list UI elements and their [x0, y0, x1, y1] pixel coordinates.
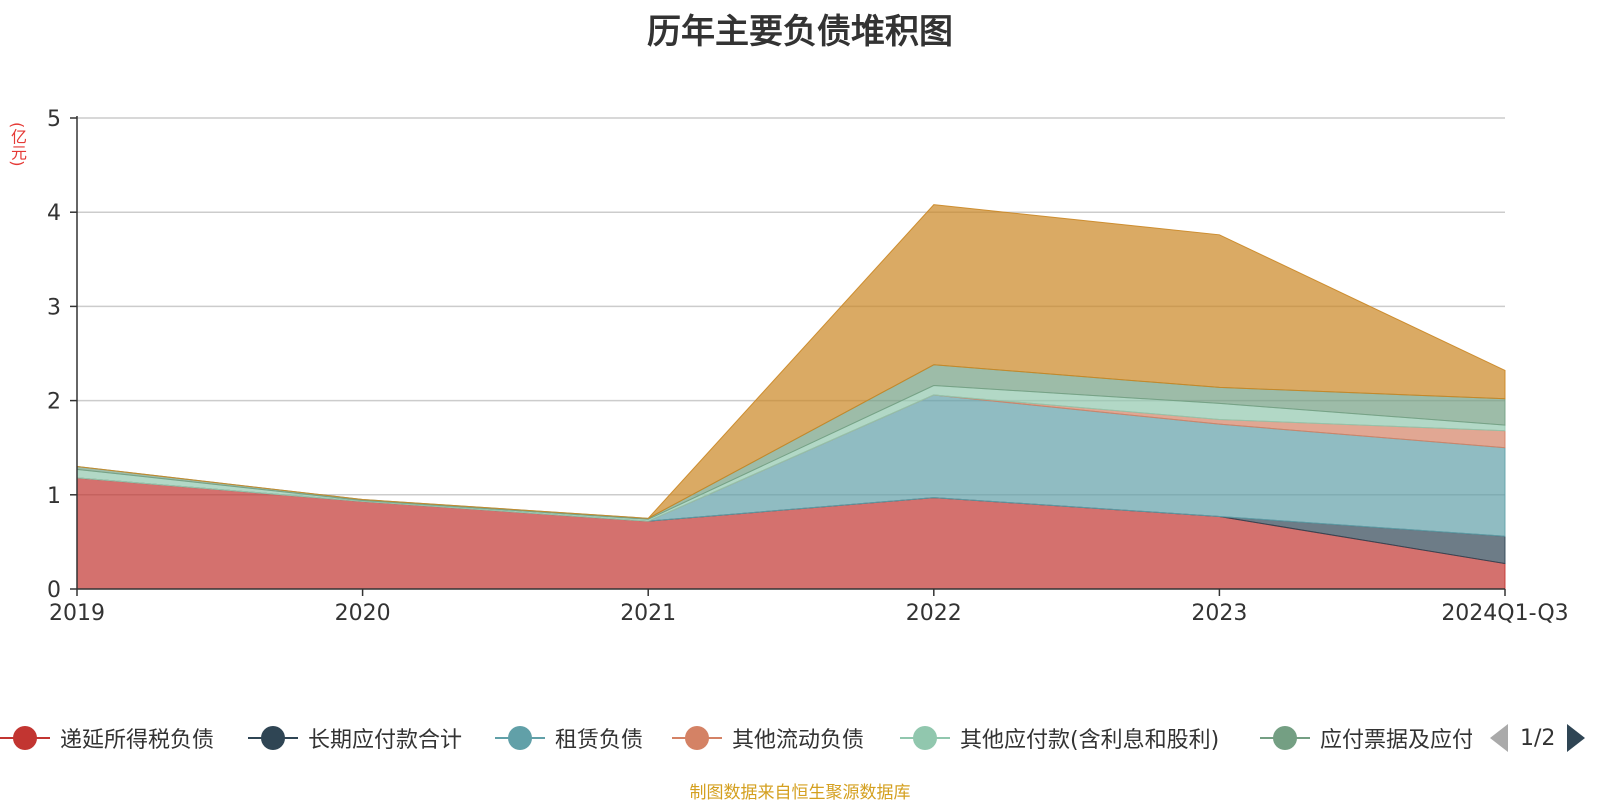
- axes: 0 1 2 3 4 5 2019 2020 2021 2022 2023 2024Q1-Q3: [47, 107, 1569, 626]
- x-tick-label: 2020: [335, 601, 391, 626]
- legend-next-page-icon[interactable]: [1567, 724, 1586, 752]
- legend-items: 递延所得税负债 长期应付款合计 租赁负债 其他流动负债 其他应付款(含利息和股利) 应付票…: [0, 720, 1472, 756]
- y-tick-label: 1: [47, 484, 61, 509]
- legend-item[interactable]: 其他应付款(含利息和股利): [900, 720, 1219, 756]
- x-tick-label: 2024Q1-Q3: [1441, 601, 1568, 626]
- y-tick-label: 2: [47, 390, 61, 415]
- legend-marker-icon: [0, 726, 50, 750]
- legend-item[interactable]: 其他流动负债: [672, 720, 864, 756]
- legend-item[interactable]: 租赁负债: [495, 720, 643, 756]
- legend-item[interactable]: 长期应付款合计: [248, 720, 462, 756]
- legend: 递延所得税负债 长期应付款合计 租赁负债 其他流动负债 其他应付款(含利息和股利) 应付票…: [0, 720, 1600, 756]
- source-note: 制图数据来自恒生聚源数据库: [689, 783, 911, 803]
- y-tick-label: 4: [47, 201, 61, 226]
- legend-label: 租赁负债: [555, 728, 644, 753]
- y-tick-label: 0: [47, 578, 61, 603]
- legend-prev-page-icon[interactable]: [1490, 724, 1508, 752]
- area-series-6: [76, 204, 1506, 519]
- y-axis-unit-label: (亿元): [8, 122, 27, 167]
- y-tick-label: 3: [47, 295, 61, 320]
- x-tick-label: 2022: [906, 601, 962, 626]
- legend-label: 递延所得税负债: [60, 728, 215, 753]
- legend-marker-icon: [1260, 726, 1310, 750]
- legend-pager: 1/2: [1490, 720, 1586, 756]
- legend-page-indicator: 1/2: [1520, 725, 1556, 751]
- legend-label: 应付票据及应付账款: [1320, 728, 1472, 753]
- chart-plot: 0 1 2 3 4 5 2019 2020 2021 2022 2023 2024Q1-Q3: [47, 107, 1569, 626]
- x-tick-label: 2023: [1191, 601, 1247, 626]
- legend-marker-icon: [495, 726, 545, 750]
- legend-marker-icon: [248, 726, 298, 750]
- legend-item[interactable]: 应付票据及应付账款: [1260, 720, 1472, 756]
- y-tick-label: 5: [47, 107, 61, 132]
- legend-marker-icon: [900, 726, 950, 750]
- legend-item[interactable]: 递延所得税负债: [0, 720, 214, 756]
- legend-label: 其他流动负债: [732, 728, 865, 753]
- legend-marker-icon: [672, 726, 722, 750]
- x-tick-label: 2021: [620, 601, 676, 626]
- chart-title: 历年主要负债堆积图: [647, 12, 953, 52]
- stacked-areas: [76, 204, 1506, 590]
- x-tick-label: 2019: [49, 601, 105, 626]
- legend-label: 其他应付款(含利息和股利): [960, 728, 1220, 753]
- legend-label: 长期应付款合计: [308, 728, 463, 753]
